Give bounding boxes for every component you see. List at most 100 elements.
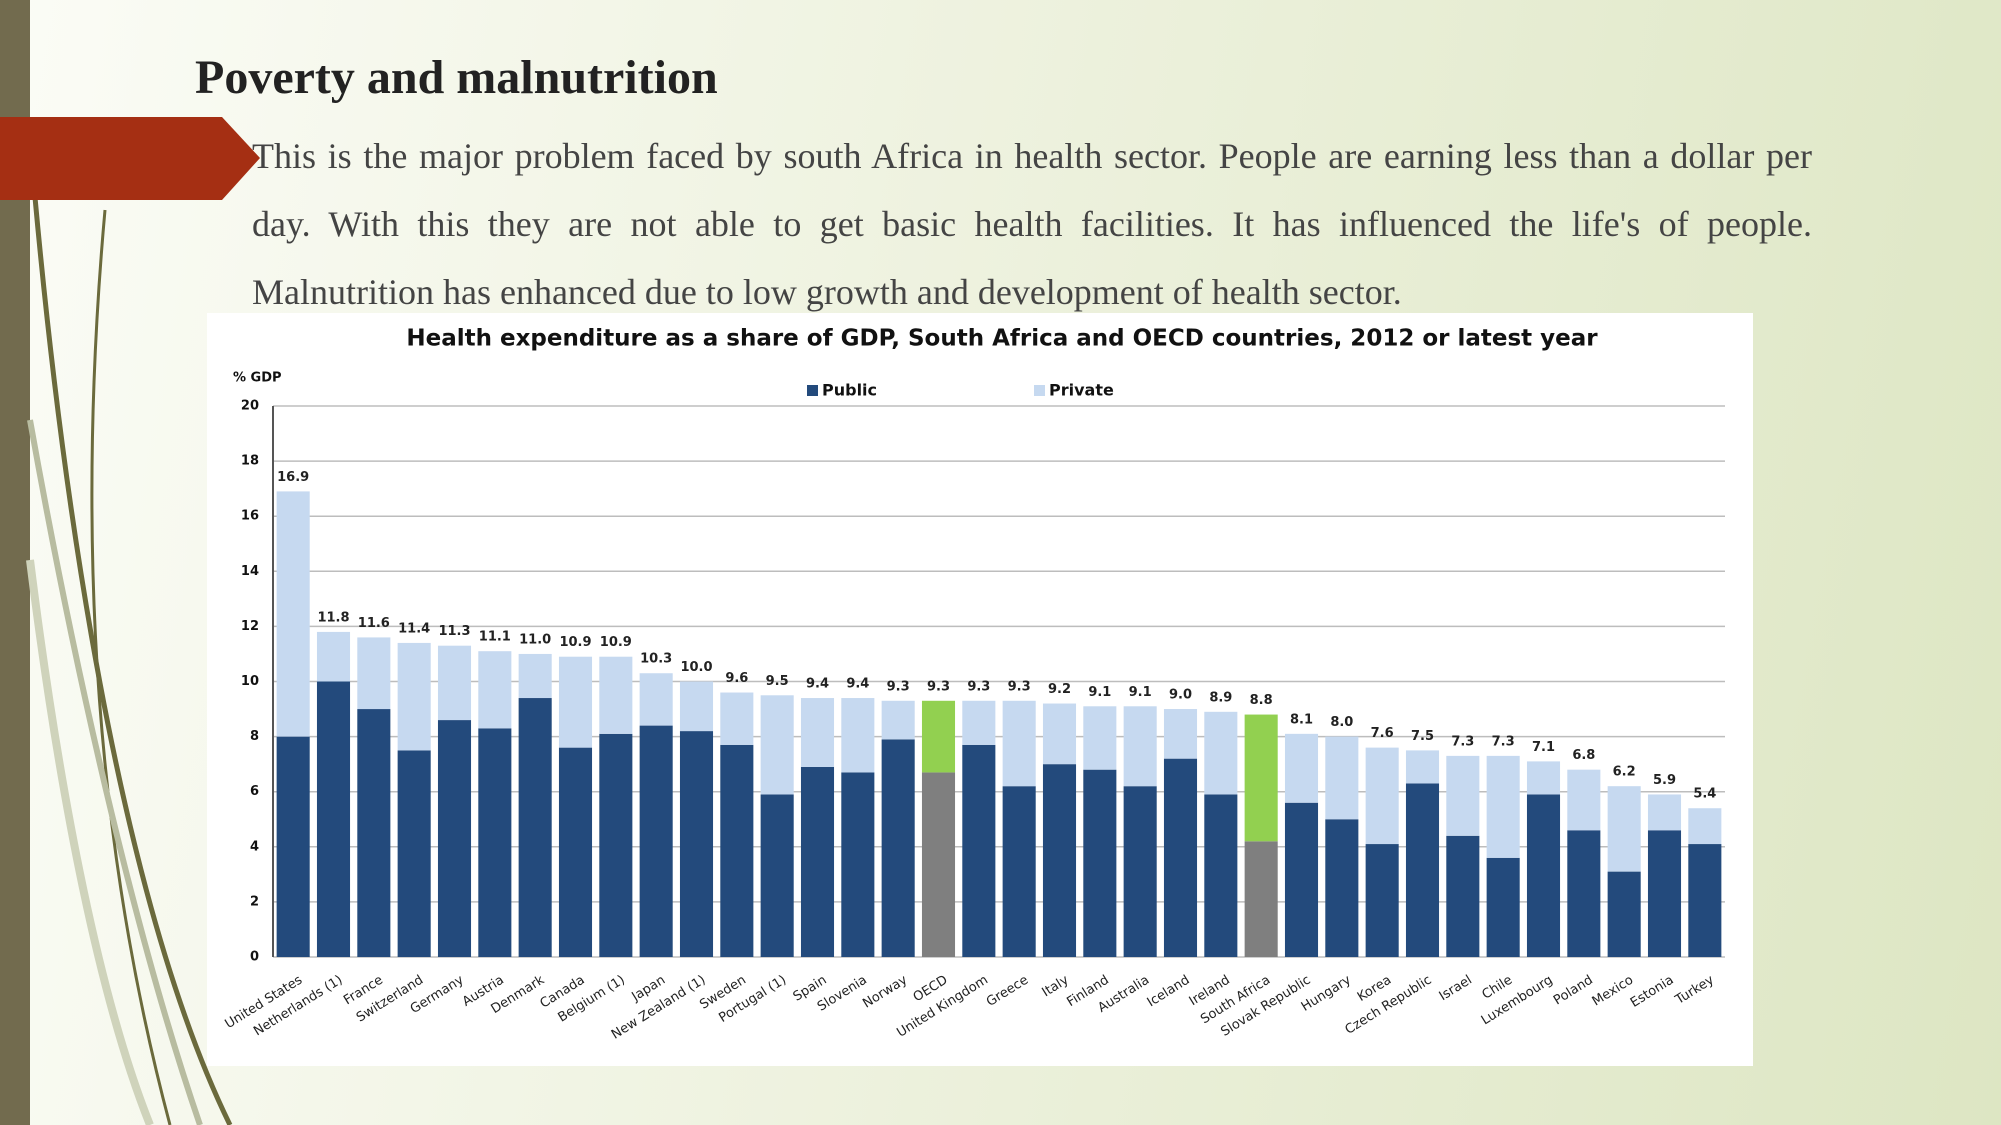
y-tick-label: 16 [241, 509, 259, 524]
bar-segment [1002, 786, 1036, 957]
bar-segment [1163, 758, 1198, 957]
bar-segment [800, 698, 835, 767]
slide-paragraph: This is the major problem faced by south… [252, 136, 1812, 312]
total-label: 10.0 [680, 660, 712, 675]
bar-segment [679, 681, 714, 732]
total-label: 11.4 [398, 621, 430, 636]
total-label: 11.6 [358, 616, 390, 631]
total-label: 9.1 [1088, 685, 1111, 700]
total-label: 10.9 [600, 635, 632, 650]
bar-segment [478, 728, 512, 957]
total-label: 8.1 [1290, 712, 1313, 727]
total-label: 5.4 [1693, 787, 1716, 802]
bar-segment [1526, 794, 1561, 957]
bar-segment [1244, 841, 1278, 957]
bar-segment [518, 698, 552, 957]
bar-segment [316, 681, 351, 957]
bar-segment [276, 736, 310, 957]
total-label: 7.1 [1532, 740, 1555, 755]
bar-segment [1325, 819, 1359, 957]
total-label: 6.2 [1613, 765, 1636, 780]
bar-segment [1647, 794, 1682, 831]
bar-segment [639, 725, 673, 957]
legend-label: Public [822, 381, 877, 400]
bar-segment [1365, 844, 1399, 957]
chart: Health expenditure as a share of GDP, So… [207, 313, 1753, 1066]
legend-swatch [1034, 385, 1045, 396]
bar-segment [397, 642, 431, 751]
deco-curve [27, 419, 203, 1125]
bar-segment [478, 651, 512, 729]
bar-segment [1405, 750, 1440, 784]
y-tick-label: 6 [250, 784, 259, 799]
bar-segment [1042, 764, 1077, 957]
total-label: 10.9 [559, 635, 591, 650]
y-tick-label: 0 [250, 950, 259, 965]
total-label: 9.3 [887, 679, 910, 694]
bar-segment [1284, 802, 1319, 957]
bar-segment [1607, 871, 1641, 957]
total-label: 6.8 [1572, 748, 1595, 763]
legend-swatch [807, 385, 818, 396]
chart-title: Health expenditure as a share of GDP, So… [406, 326, 1598, 352]
bar-segment [881, 739, 915, 957]
bar-segment [1647, 830, 1682, 957]
y-tick-label: 20 [241, 399, 259, 414]
bar-segment [921, 772, 956, 957]
bar-segment [599, 656, 633, 734]
bar-segment [1365, 747, 1399, 845]
total-label: 11.3 [438, 624, 470, 639]
legend-label: Private [1049, 381, 1114, 400]
bar-segment [1042, 703, 1077, 765]
bar-segment [1083, 706, 1117, 770]
total-label: 9.5 [766, 674, 789, 689]
bar-segment [1204, 711, 1238, 795]
bar-segment [921, 700, 956, 773]
y-tick-label: 8 [250, 729, 259, 744]
bar-segment [1688, 808, 1722, 845]
bar-segment [1607, 786, 1641, 872]
bar-segment [1486, 857, 1520, 957]
bar-segment [962, 700, 996, 745]
total-label: 9.0 [1169, 688, 1192, 703]
total-label: 9.3 [967, 679, 990, 694]
y-tick-label: 10 [241, 674, 259, 689]
bar-segment [679, 731, 714, 957]
bar-segment [1567, 769, 1601, 831]
total-label: 8.8 [1250, 693, 1273, 708]
bar-segment [1567, 830, 1601, 957]
bar-segment [357, 709, 391, 957]
bar-segment [437, 720, 472, 957]
bar-segment [1688, 844, 1722, 957]
deco-curve [26, 559, 154, 1125]
total-label: 11.1 [479, 630, 511, 645]
total-label: 9.2 [1048, 682, 1071, 697]
y-tick-label: 2 [250, 894, 259, 909]
bar-segment [558, 747, 593, 957]
bar-segment [1204, 794, 1238, 957]
deco-curve [90, 209, 172, 1125]
bar-segment [1446, 755, 1480, 836]
bar-segment [881, 700, 915, 740]
bar-segment [1405, 783, 1440, 957]
y-tick-label: 12 [241, 619, 259, 634]
bar-segment [720, 744, 754, 957]
bar-segment [639, 673, 673, 726]
bar-segment [720, 692, 754, 745]
y-tick-label: 14 [241, 564, 259, 579]
total-label: 9.3 [927, 679, 950, 694]
bar-segment [1244, 714, 1278, 842]
bar-segment [760, 695, 794, 795]
total-label: 5.9 [1653, 773, 1676, 788]
bar-segment [1083, 769, 1117, 957]
total-label: 9.4 [806, 677, 829, 692]
bar-segment [1526, 761, 1561, 795]
deco-curve [27, 139, 233, 1125]
total-label: 8.0 [1330, 715, 1353, 730]
total-label: 7.5 [1411, 729, 1434, 744]
bar-segment [357, 637, 391, 710]
bar-segment [1446, 835, 1480, 957]
y-tick-label: 4 [250, 839, 259, 854]
